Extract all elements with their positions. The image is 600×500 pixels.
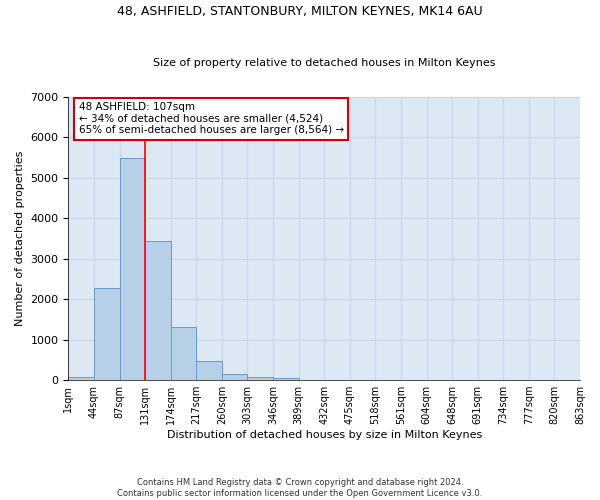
Bar (145, 240, 171, 380)
Bar (273, 378, 299, 380)
Bar (68, 377, 94, 380)
Text: 48, ASHFIELD, STANTONBURY, MILTON KEYNES, MK14 6AU: 48, ASHFIELD, STANTONBURY, MILTON KEYNES… (117, 5, 483, 18)
Bar (94, 288, 119, 380)
X-axis label: Distribution of detached houses by size in Milton Keynes: Distribution of detached houses by size … (167, 430, 482, 440)
Bar (119, 158, 145, 380)
Y-axis label: Number of detached properties: Number of detached properties (15, 150, 25, 326)
Text: Contains HM Land Registry data © Crown copyright and database right 2024.
Contai: Contains HM Land Registry data © Crown c… (118, 478, 482, 498)
Bar (222, 374, 247, 380)
Bar (171, 327, 196, 380)
Bar (247, 376, 273, 380)
Title: Size of property relative to detached houses in Milton Keynes: Size of property relative to detached ho… (153, 58, 496, 68)
Text: 48 ASHFIELD: 107sqm
← 34% of detached houses are smaller (4,524)
65% of semi-det: 48 ASHFIELD: 107sqm ← 34% of detached ho… (79, 102, 344, 136)
Bar (196, 361, 222, 380)
